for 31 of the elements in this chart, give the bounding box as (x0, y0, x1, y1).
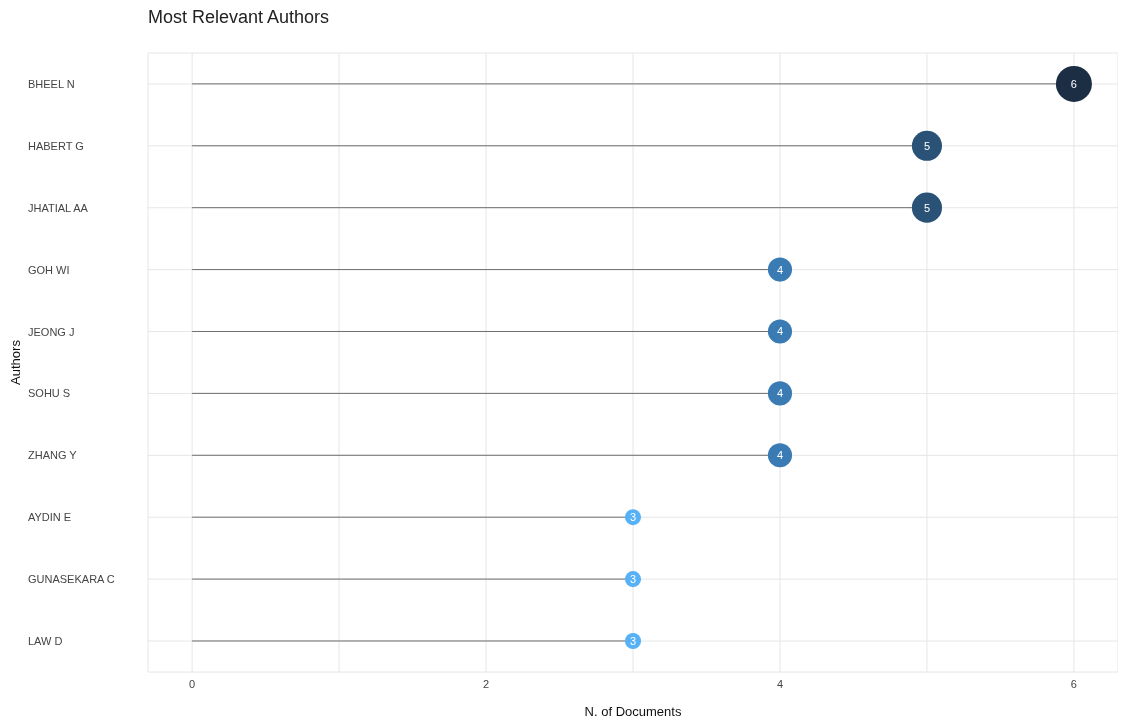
data-label: 4 (776, 325, 784, 338)
point (767, 319, 793, 344)
y-tick-label: BHEEL N (28, 77, 75, 90)
y-tick-label: LAW D (28, 635, 63, 648)
x-tick-label: 2 (482, 677, 490, 690)
data-label: 4 (776, 387, 784, 400)
y-tick-label: SOHU S (28, 387, 71, 400)
y-tick-label: HABERT G (28, 139, 84, 152)
y-tick-label: GUNASEKARA C (28, 573, 115, 586)
chart-title: Most Relevant Authors (147, 7, 331, 28)
y-axis-title: Authors (8, 339, 23, 385)
x-axis-title: N. of Documents (584, 704, 682, 719)
x-tick-label: 6 (1070, 677, 1077, 690)
data-label: 6 (1070, 77, 1077, 90)
data-label: 3 (629, 634, 637, 647)
y-tick-label: GOH WI (28, 263, 70, 276)
data-label: 3 (629, 573, 637, 586)
data-label: 4 (776, 263, 784, 276)
point (767, 381, 793, 406)
x-tick-label: 4 (776, 677, 784, 690)
data-label: 5 (923, 201, 930, 214)
y-tick-label: AYDIN E (28, 511, 72, 524)
point (767, 257, 793, 282)
y-tick-label: ZHANG Y (28, 449, 78, 462)
x-tick-label: 0 (189, 677, 196, 690)
data-label: 5 (923, 139, 930, 152)
y-tick-label: JEONG J (28, 325, 75, 338)
data-label: 4 (776, 449, 784, 462)
data-label: 3 (629, 511, 637, 524)
y-tick-label: JHATIAL AA (28, 201, 89, 214)
point (767, 443, 793, 468)
